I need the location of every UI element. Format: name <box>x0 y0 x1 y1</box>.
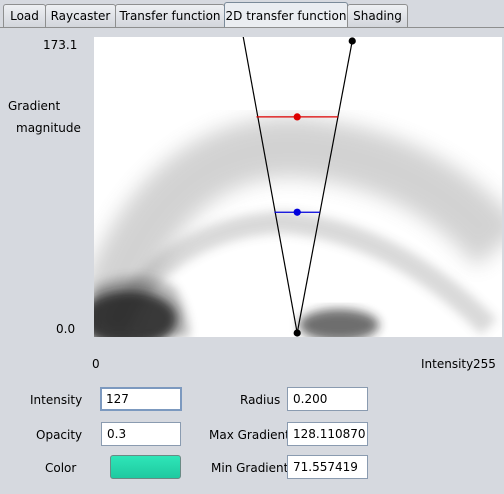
tab-shading[interactable]: Shading <box>347 4 408 27</box>
min-gradient-field[interactable]: 71.557419 <box>287 455 368 479</box>
intensity-field[interactable]: 127 <box>100 387 182 411</box>
max-gradient-handle[interactable] <box>293 113 301 121</box>
y-axis-label-magnitude: magnitude <box>16 121 81 135</box>
min-gradient-label: Min Gradient <box>211 461 289 475</box>
histogram-outer-arc <box>94 116 502 337</box>
color-picker-button[interactable] <box>110 455 181 479</box>
tab-transfer-function[interactable]: Transfer function <box>115 4 225 27</box>
max-gradient-label: Max Gradient <box>209 428 290 442</box>
gradient-histogram <box>94 116 502 337</box>
x-min-label: 0 <box>92 357 100 371</box>
tab-2d-transfer-function[interactable]: 2D transfer function <box>224 2 348 28</box>
triangle-top-handle[interactable] <box>348 37 356 45</box>
radius-field[interactable]: 0.200 <box>287 387 368 411</box>
opacity-field[interactable]: 0.3 <box>101 422 181 446</box>
triangle-widget[interactable] <box>242 37 356 337</box>
tab-content-border <box>0 27 504 28</box>
y-axis-label-gradient: Gradient <box>8 99 61 113</box>
histogram-base-left <box>94 277 189 337</box>
triangle-apex-handle[interactable] <box>293 329 301 337</box>
triangle-right-edge <box>296 40 353 334</box>
histogram-inner-arc <box>104 210 497 335</box>
histogram-blob-right <box>299 309 379 337</box>
tab-bar: Load Raycaster Transfer function 2D tran… <box>0 0 504 28</box>
intensity-label: Intensity <box>30 393 83 407</box>
tab-load[interactable]: Load <box>3 4 46 27</box>
x-axis-label: Intensity <box>421 357 474 371</box>
histogram-canvas[interactable] <box>94 37 502 337</box>
y-max-label: 173.1 <box>43 38 78 52</box>
max-gradient-field[interactable]: 128.110870 <box>287 422 368 446</box>
opacity-label: Opacity <box>36 428 83 442</box>
transfer-function-plot[interactable] <box>94 37 502 337</box>
triangle-left-edge <box>242 37 298 334</box>
color-label: Color <box>45 461 77 475</box>
x-max-label: 255 <box>473 357 496 371</box>
min-gradient-handle[interactable] <box>293 208 301 216</box>
tab-raycaster[interactable]: Raycaster <box>45 4 116 27</box>
radius-label: Radius <box>240 393 281 407</box>
y-min-label: 0.0 <box>56 322 76 336</box>
